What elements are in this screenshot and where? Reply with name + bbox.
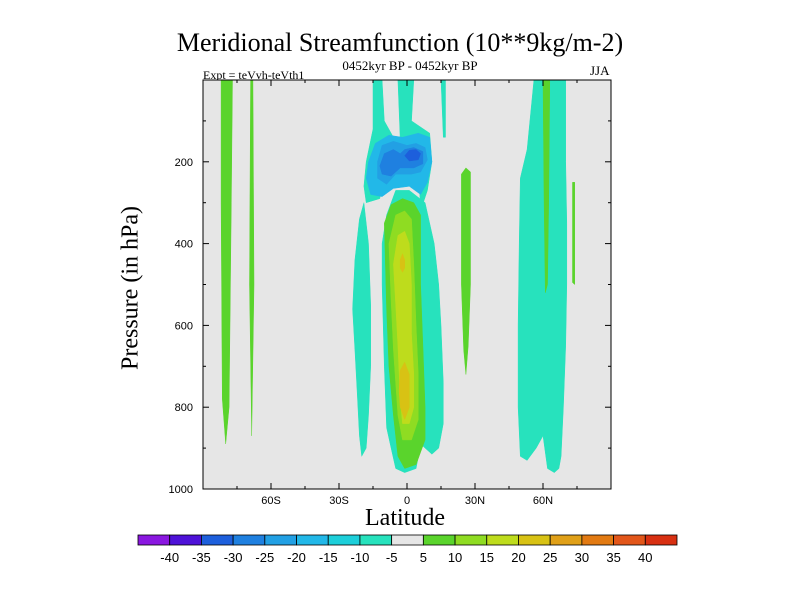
colorbar-label-14: 30 bbox=[575, 550, 589, 565]
y-tick-label-800: 800 bbox=[175, 402, 193, 414]
y-tick-label-400: 400 bbox=[175, 239, 193, 251]
experiment-label: Expt = teVvh-teVth1 bbox=[203, 68, 305, 82]
x-tick-label-60S: 60S bbox=[261, 495, 281, 507]
contour-region-1 bbox=[220, 80, 233, 445]
contour-region-9 bbox=[352, 202, 371, 457]
y-tick-label-1000: 1000 bbox=[169, 484, 193, 496]
colorbar-box-17 bbox=[644, 534, 678, 546]
colorbar-label-2: -35 bbox=[192, 550, 211, 565]
colorbar-box-2 bbox=[169, 534, 202, 546]
colorbar-box-3 bbox=[201, 534, 234, 546]
contour-region-16 bbox=[461, 167, 471, 375]
colorbar-box-15 bbox=[581, 534, 614, 546]
colorbar-label-5: -20 bbox=[287, 550, 306, 565]
colorbar-label-11: 15 bbox=[480, 550, 494, 565]
contour-region-2 bbox=[249, 80, 255, 437]
season-label: JJA bbox=[590, 63, 610, 78]
colorbar-box-11 bbox=[454, 534, 488, 546]
x-axis-label: Latitude bbox=[365, 505, 445, 531]
chart-subtitle: 0452kyr BP - 0452kyr BP bbox=[342, 58, 478, 73]
colorbar-box-13 bbox=[518, 534, 551, 546]
contour-region-14 bbox=[399, 253, 405, 273]
colorbar-label-3: -30 bbox=[224, 550, 243, 565]
y-tick-label-200: 200 bbox=[175, 157, 193, 169]
contour-layer bbox=[220, 80, 575, 473]
x-tick-label-30S: 30S bbox=[329, 495, 349, 507]
x-tick-label-60N: 60N bbox=[533, 495, 553, 507]
contour-region-17 bbox=[517, 80, 568, 473]
colorbar-box-6 bbox=[296, 534, 329, 546]
colorbar-label-7: -10 bbox=[351, 550, 370, 565]
colorbar-label-10: 10 bbox=[448, 550, 462, 565]
colorbar-label-16: 40 bbox=[638, 550, 652, 565]
colorbar-label-4: -25 bbox=[255, 550, 274, 565]
colorbar-box-12 bbox=[486, 534, 519, 546]
colorbar-box-7 bbox=[327, 534, 361, 546]
colorbar-label-15: 35 bbox=[606, 550, 620, 565]
y-tick-label-600: 600 bbox=[175, 320, 193, 332]
colorbar-label-13: 25 bbox=[543, 550, 557, 565]
contour-region-15 bbox=[398, 361, 410, 420]
colorbar-box-14 bbox=[549, 534, 583, 546]
colorbar-label-6: -15 bbox=[319, 550, 338, 565]
contour-region-8 bbox=[440, 80, 446, 138]
colorbar-box-8 bbox=[359, 534, 393, 546]
colorbar-label-12: 20 bbox=[511, 550, 525, 565]
colorbar-label-9: 5 bbox=[420, 550, 427, 565]
contour-region-7 bbox=[404, 149, 421, 162]
colorbar-box-1 bbox=[137, 534, 171, 546]
colorbar-box-10 bbox=[422, 534, 456, 546]
contour-region-18 bbox=[542, 80, 551, 293]
colorbar-box-9 bbox=[391, 534, 424, 546]
colorbar-box-4 bbox=[232, 534, 266, 546]
colorbar-label-8: -5 bbox=[386, 550, 398, 565]
x-tick-label-30N: 30N bbox=[465, 495, 485, 507]
contour-region-19 bbox=[572, 182, 575, 285]
x-tick-label-0: 0 bbox=[404, 495, 410, 507]
colorbar-box-16 bbox=[613, 534, 646, 546]
colorbar-box-5 bbox=[264, 534, 297, 546]
chart-title: Meridional Streamfunction (10**9kg/m-2) bbox=[176, 28, 624, 57]
colorbar-label-1: -40 bbox=[160, 550, 179, 565]
